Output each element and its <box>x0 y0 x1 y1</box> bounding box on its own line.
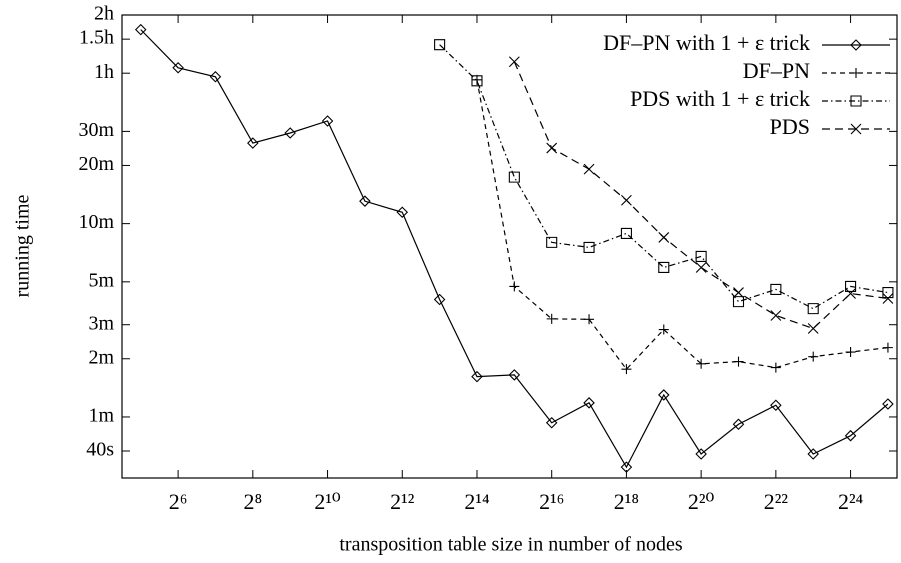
x-tick-label: 2¹⁴ <box>464 489 490 514</box>
x-tick-label: 2⁸ <box>243 489 262 514</box>
y-tick-label: 1m <box>88 405 114 427</box>
marker <box>546 236 558 248</box>
y-tick-label: 10m <box>78 211 114 233</box>
marker <box>770 399 782 412</box>
marker <box>658 232 670 243</box>
marker <box>583 163 595 175</box>
marker <box>770 283 782 295</box>
marker <box>359 195 371 207</box>
marker <box>134 23 147 36</box>
marker <box>844 429 857 442</box>
series-line <box>140 29 889 469</box>
series-line <box>476 79 889 371</box>
x-tick-label: 2²² <box>764 489 789 514</box>
marker <box>658 324 669 335</box>
marker <box>695 448 707 460</box>
x-tick-label: 2²⁴ <box>838 489 864 514</box>
marker <box>845 347 856 358</box>
marker <box>882 342 893 353</box>
x-axis-label: transposition table size in number of no… <box>339 534 682 556</box>
marker <box>546 142 558 154</box>
marker <box>621 364 632 375</box>
marker <box>808 351 819 362</box>
marker <box>471 370 483 383</box>
marker <box>508 369 521 381</box>
y-tick-label: 3m <box>88 312 114 334</box>
marker <box>583 397 595 409</box>
marker <box>882 293 894 304</box>
marker <box>508 171 520 183</box>
marker <box>658 261 670 274</box>
legend-label: PDS with 1 + ε trick <box>630 86 810 111</box>
legend-label: PDS <box>770 114 810 139</box>
marker <box>658 389 670 401</box>
x-tick-label: 2²⁰ <box>688 489 715 514</box>
marker <box>695 262 707 273</box>
marker <box>545 416 558 429</box>
marker <box>546 313 557 324</box>
x-tick-label: 2⁶ <box>169 489 188 514</box>
marker <box>807 303 819 315</box>
legend-label: DF–PN with 1 + ε trick <box>603 30 810 55</box>
marker <box>284 127 296 139</box>
marker <box>733 356 744 367</box>
y-tick-label: 1h <box>94 61 114 83</box>
marker <box>471 75 483 87</box>
marker <box>471 74 482 85</box>
marker <box>770 310 782 321</box>
marker <box>882 287 894 299</box>
marker <box>733 287 744 298</box>
marker <box>620 461 633 473</box>
marker <box>509 281 520 292</box>
marker <box>508 56 520 68</box>
marker <box>851 68 861 78</box>
series-line <box>439 44 889 310</box>
marker <box>321 115 334 127</box>
marker <box>584 314 595 325</box>
x-tick-label: 2¹² <box>390 489 415 514</box>
marker <box>732 418 745 431</box>
marker <box>172 62 184 74</box>
marker <box>620 227 632 239</box>
y-tick-label: 40s <box>86 439 114 461</box>
marker <box>621 194 632 206</box>
marker <box>882 398 894 410</box>
marker <box>696 358 707 369</box>
marker <box>732 296 745 308</box>
marker <box>845 280 857 292</box>
marker <box>583 241 595 253</box>
marker <box>433 293 446 306</box>
y-tick-label: 5m <box>88 269 114 291</box>
x-tick-label: 2¹⁶ <box>539 489 564 514</box>
y-tick-label: 1.5h <box>79 27 114 49</box>
y-tick-label: 2m <box>88 346 114 368</box>
y-tick-label: 20m <box>78 153 114 175</box>
marker <box>807 448 819 460</box>
x-tick-label: 2¹⁸ <box>614 489 639 514</box>
marker <box>209 70 222 83</box>
y-tick-label: 2h <box>94 3 114 25</box>
marker <box>770 362 781 373</box>
x-tick-label: 2¹⁰ <box>314 489 341 514</box>
marker <box>850 95 862 107</box>
legend-label: DF–PN <box>743 58 810 83</box>
y-axis-label: running time <box>12 194 34 297</box>
plot-frame <box>121 14 898 479</box>
marker <box>247 137 259 149</box>
y-tick-label: 30m <box>78 119 114 141</box>
marker <box>850 39 862 51</box>
marker <box>807 323 819 334</box>
marker <box>845 288 856 299</box>
marker <box>850 123 862 135</box>
marker <box>695 250 707 262</box>
marker <box>396 206 409 219</box>
marker <box>434 39 446 51</box>
